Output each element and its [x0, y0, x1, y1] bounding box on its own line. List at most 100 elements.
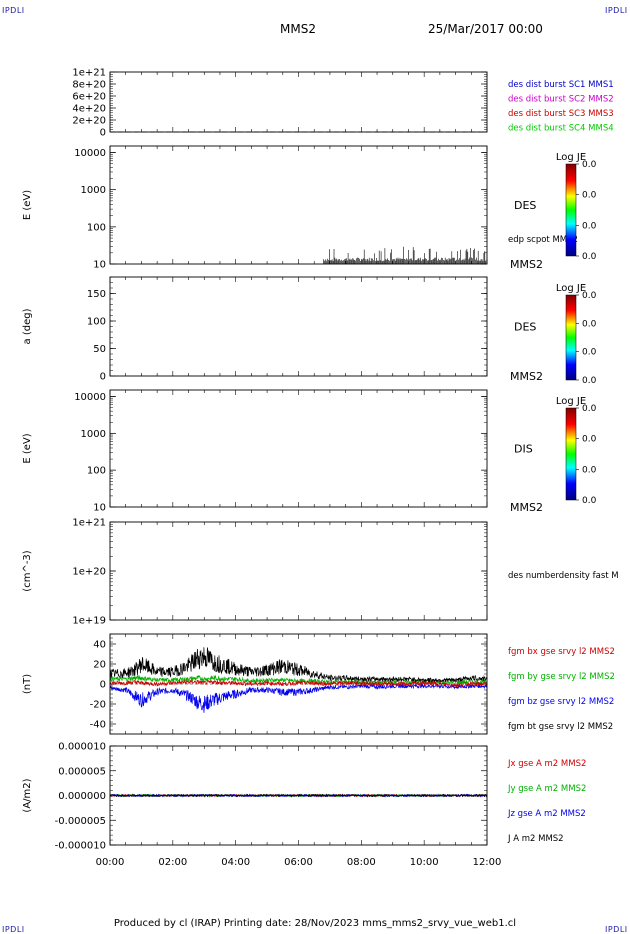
x-tick-label: 04:00 [221, 857, 250, 868]
colorbar-tick-label: 0.0 [582, 319, 597, 329]
spacecraft-title: MMS2 [280, 22, 316, 36]
colorbar-tick-label: 0.0 [582, 160, 597, 170]
corner-label-top-right: IPDLI [605, 6, 628, 15]
scpot-trace [323, 246, 487, 264]
legend-entry: des dist burst SC1 MMS1 [508, 80, 614, 90]
y-tick-label: 6e+20 [72, 92, 106, 103]
y-axis-label: (nT) [22, 674, 33, 694]
x-tick-label: 00:00 [96, 857, 125, 868]
y-tick-label: 8e+20 [72, 80, 106, 91]
y-tick-label: 10 [93, 503, 106, 514]
series-line [109, 679, 487, 688]
colorbar-tick-label: 0.0 [582, 291, 597, 301]
y-tick-label: 1e+21 [72, 518, 106, 529]
series-line [109, 682, 487, 713]
y-tick-label: -0.000010 [55, 841, 106, 852]
legend-entry: Jy gse A m2 MMS2 [507, 784, 586, 794]
panel-frame [109, 71, 488, 133]
x-tick-label: 10:00 [410, 857, 439, 868]
y-axis-label: E (eV) [22, 190, 33, 220]
colorbar-title: Log JE [556, 283, 586, 294]
x-tick-label: 06:00 [284, 857, 313, 868]
colorbar-des_energy: Log JE0.00.00.00.0 [556, 152, 597, 262]
legend-entry: Jx gse A m2 MMS2 [507, 759, 586, 769]
colorbar-title: Log JE [556, 396, 586, 407]
date-title: 25/Mar/2017 00:00 [428, 22, 543, 36]
panel-frame [109, 633, 488, 735]
y-tick-label: 0.000005 [58, 766, 106, 777]
colorbar-tick-label: 0.0 [582, 376, 597, 386]
panel-frame [109, 276, 488, 377]
legend-entry: fgm by gse srvy l2 MMS2 [508, 672, 615, 682]
instrument-label: DIS [514, 443, 533, 456]
panel-frame [109, 521, 488, 621]
panel-frame [109, 745, 488, 846]
y-axis-label: (cm^-3) [22, 550, 33, 591]
y-tick-label: 100 [87, 222, 106, 233]
colorbar-tick-label: 0.0 [582, 221, 597, 231]
instrument-label: DES [514, 199, 536, 212]
x-tick-label: 12:00 [473, 857, 502, 868]
legend-entry: fgm bx gse srvy l2 MMS2 [508, 647, 615, 657]
legend-entry: des numberdensity fast M [508, 571, 619, 581]
y-tick-label: 4e+20 [72, 104, 106, 115]
corner-label-top-left: IPDLI [2, 6, 25, 15]
panel-dis_energy: 10 100 1000 10000 E (eV) DIS MMS2 [22, 389, 543, 514]
legend-entry: J A m2 MMS2 [507, 834, 564, 844]
y-tick-label: -0.000005 [55, 816, 106, 827]
colorbar-tick-label: 0.0 [582, 191, 597, 201]
spacecraft-label: MMS2 [510, 501, 543, 514]
y-tick-label: 2e+20 [72, 116, 106, 127]
colorbar-tick-label: 0.0 [582, 252, 597, 262]
overlay-label: edp scpot MMS2 [508, 235, 578, 245]
panel-frame [109, 145, 488, 265]
y-tick-label: 1e+21 [72, 68, 106, 79]
colorbar-title: Log JE [556, 152, 586, 163]
legend-entry: des dist burst SC4 MMS4 [508, 124, 614, 134]
instrument-label: DES [514, 321, 536, 334]
spacecraft-label: MMS2 [510, 258, 543, 271]
footer-credit: Produced by cl (IRAP) Printing date: 28/… [113, 918, 517, 929]
corner-label-bottom-left: IPDLI [2, 925, 25, 934]
colorbar-dis_energy: Log JE0.00.00.00.0 [556, 396, 597, 506]
y-tick-label: 10000 [74, 148, 106, 159]
colorbar-tick-label: 0.0 [582, 404, 597, 414]
legend-entry: fgm bz gse srvy l2 MMS2 [508, 697, 614, 707]
legend-entry: des dist burst SC2 MMS2 [508, 95, 614, 105]
legend-entry: Jz gse A m2 MMS2 [507, 809, 586, 819]
series-line [109, 793, 488, 798]
y-tick-label: -20 [90, 700, 106, 711]
colorbar-des_pitch: Log JE0.00.00.00.0 [556, 283, 597, 386]
y-tick-label: 10 [93, 260, 106, 271]
y-tick-label: 100 [87, 317, 106, 328]
panel-density: 1e+19 1e+20 1e+21 (cm^-3) des numberdensity … [22, 518, 619, 627]
x-tick-label: 08:00 [347, 857, 376, 868]
colorbar-tick-label: 0.0 [582, 496, 597, 506]
y-tick-label: 0 [100, 128, 106, 139]
colorbar-gradient [565, 407, 577, 501]
panel-frame [109, 389, 488, 508]
panel-des_pitch: 0 50 100 150 a (deg) DES MMS2 [22, 276, 543, 383]
y-tick-label: 150 [87, 289, 106, 300]
x-tick-label: 02:00 [158, 857, 187, 868]
panel-current: -0.000010 -0.000005 0.000000 0.000005 0.0000… [22, 742, 586, 852]
colorbar-gradient [565, 294, 577, 381]
colorbar-tick-label: 0.0 [582, 435, 597, 445]
y-tick-label: -40 [90, 720, 106, 731]
y-tick-label: 1e+19 [72, 616, 106, 627]
y-tick-label: 0 [100, 680, 106, 691]
y-tick-label: 100 [87, 466, 106, 477]
y-tick-label: 10000 [74, 392, 106, 403]
panel-fgm: -40 -20 0 20 40 (nT) fgm bx gse srvy l2 MMS2 fg… [22, 633, 615, 735]
legend-entry: fgm bt gse srvy l2 MMS2 [508, 722, 613, 732]
y-tick-label: 40 [93, 640, 106, 651]
y-axis-label: (A/m2) [22, 778, 33, 812]
colorbar-gradient [565, 163, 577, 257]
y-tick-label: 20 [93, 660, 106, 671]
colorbar-tick-label: 0.0 [582, 465, 597, 475]
y-tick-label: 50 [93, 344, 106, 355]
y-tick-label: 0 [100, 372, 106, 383]
y-axis-label: a (deg) [22, 308, 33, 344]
